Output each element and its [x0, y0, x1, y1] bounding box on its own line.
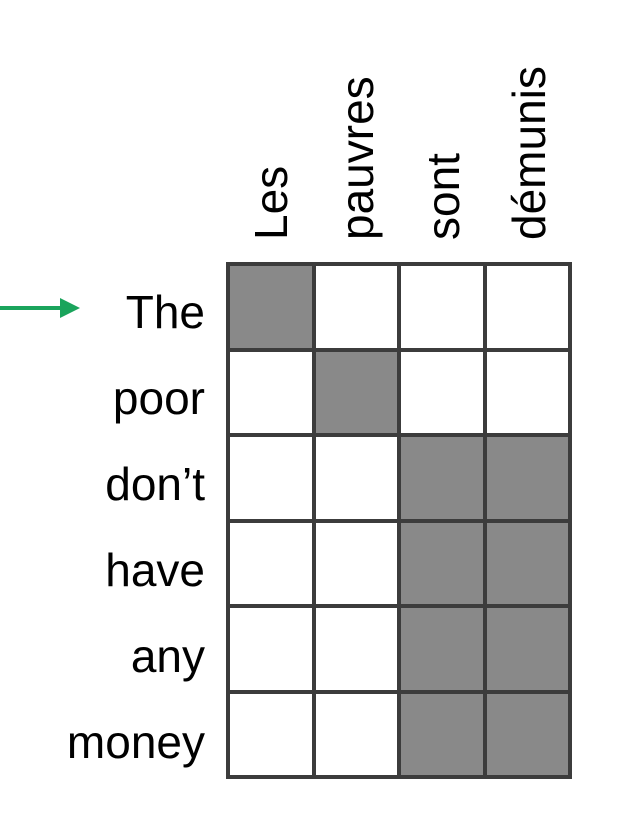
alignment-cell-r0-c1: [313, 264, 399, 350]
row-label-money: money: [66, 716, 205, 768]
column-label-pauvres: pauvres: [331, 76, 383, 240]
row-label-poor: poor: [112, 372, 205, 424]
alignment-cell-r4-c2: [399, 606, 485, 692]
alignment-cell-r1-c1: [313, 349, 399, 435]
alignment-grid: [226, 262, 572, 779]
alignment-cell-r2-c3: [484, 435, 570, 521]
alignment-cell-r0-c2: [399, 264, 485, 350]
alignment-cell-r1-c3: [484, 349, 570, 435]
alignment-cell-r5-c1: [313, 691, 399, 777]
alignment-cell-r4-c3: [484, 606, 570, 692]
alignment-cell-r3-c0: [228, 520, 314, 606]
alignment-cell-r5-c0: [228, 691, 314, 777]
alignment-cell-r5-c2: [399, 691, 485, 777]
alignment-cell-r0-c0: [228, 264, 314, 350]
alignment-cell-r2-c1: [313, 435, 399, 521]
alignment-cell-r5-c3: [484, 691, 570, 777]
alignment-cell-r2-c2: [399, 435, 485, 521]
row-label-the: The: [125, 286, 205, 338]
alignment-cell-r0-c3: [484, 264, 570, 350]
column-label-demunis: démunis: [503, 66, 555, 240]
row-label-any: any: [130, 630, 205, 682]
alignment-cell-r4-c0: [228, 606, 314, 692]
alignment-cell-r4-c1: [313, 606, 399, 692]
alignment-cell-r3-c2: [399, 520, 485, 606]
row-label-dont: don’t: [105, 458, 205, 510]
row-label-have: have: [105, 544, 205, 596]
alignment-cell-r3-c1: [313, 520, 399, 606]
alignment-cell-r1-c2: [399, 349, 485, 435]
alignment-cell-r2-c0: [228, 435, 314, 521]
column-label-sont: sont: [417, 153, 469, 240]
row-pointer-arrow-icon: [0, 298, 80, 318]
alignment-cell-r3-c3: [484, 520, 570, 606]
column-label-les: Les: [245, 165, 297, 240]
alignment-cell-r1-c0: [228, 349, 314, 435]
